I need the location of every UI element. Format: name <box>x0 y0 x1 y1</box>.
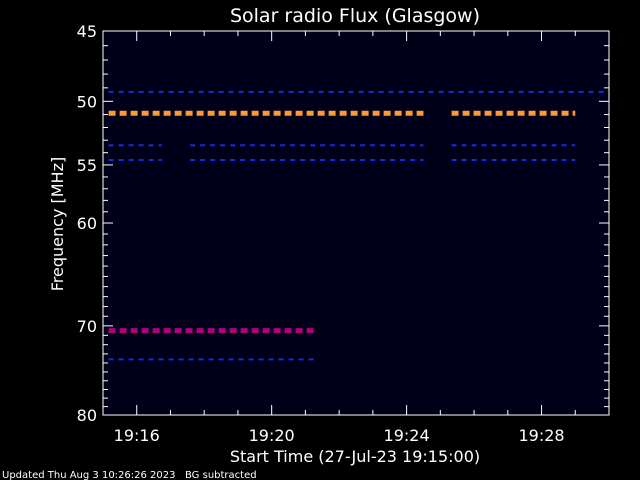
chart-title: Solar radio Flux (Glasgow) <box>230 5 480 27</box>
plot-area <box>103 31 609 415</box>
x-tick-label-19:20: 19:20 <box>249 426 295 445</box>
spectrogram-background <box>103 31 609 415</box>
x-tick-label-19:28: 19:28 <box>518 426 564 445</box>
y-tick-label-45: 45 <box>77 22 97 41</box>
y-tick-label-50: 50 <box>77 92 97 111</box>
y-tick-label-80: 80 <box>77 406 97 425</box>
x-axis-label: Start Time (27-Jul-23 19:15:00) <box>230 447 480 466</box>
y-tick-label-60: 60 <box>77 214 97 233</box>
y-axis-label: Frequency [MHz] <box>48 157 67 291</box>
footer-updated: Updated Thu Aug 3 10:26:26 2023 <box>2 470 176 480</box>
y-tick-label-70: 70 <box>77 317 97 336</box>
x-tick-label-19:24: 19:24 <box>384 426 430 445</box>
y-tick-label-55: 55 <box>77 156 97 175</box>
axes: 45 50 55 60 70 80 19:16 19:20 19:24 19:28 <box>77 22 610 445</box>
x-tick-label-19:16: 19:16 <box>114 426 160 445</box>
footer-note: BG subtracted <box>185 470 257 480</box>
